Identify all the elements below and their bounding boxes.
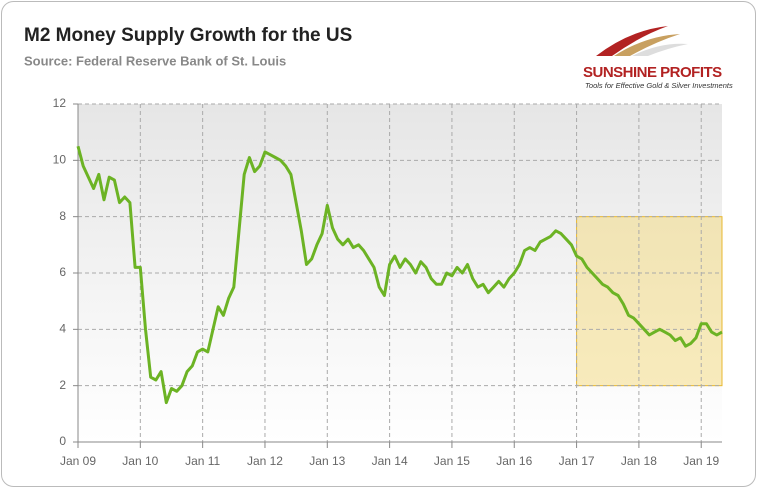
x-tick-label: Jan 18 <box>621 454 657 468</box>
logo-swoosh <box>596 26 688 56</box>
x-tick-label: Jan 10 <box>122 454 158 468</box>
x-tick-label: Jan 14 <box>372 454 408 468</box>
chart-title: M2 Money Supply Growth for the US <box>24 25 352 46</box>
y-tick-label: 2 <box>59 378 66 392</box>
highlight-region <box>576 216 723 387</box>
logo-name: SUNSHINE PROFITS <box>583 64 722 81</box>
x-tick-label: Jan 13 <box>309 454 345 468</box>
y-tick-label: 10 <box>53 153 67 167</box>
y-tick-label: 4 <box>59 322 66 336</box>
y-tick-label: 6 <box>59 265 66 279</box>
x-tick-label: Jan 16 <box>496 454 532 468</box>
y-tick-label: 8 <box>59 209 66 223</box>
logo-tagline: Tools for Effective Gold & Silver Invest… <box>585 81 733 90</box>
x-tick-label: Jan 17 <box>559 454 595 468</box>
data-line <box>76 145 723 405</box>
x-tick-label: Jan 19 <box>683 454 719 468</box>
x-tick-label: Jan 12 <box>247 454 283 468</box>
chart-subtitle: Source: Federal Reserve Bank of St. Loui… <box>24 53 286 68</box>
y-tick-label: 0 <box>59 434 66 448</box>
x-tick-label: Jan 15 <box>434 454 470 468</box>
x-tick-label: Jan 11 <box>185 454 220 468</box>
y-tick-label: 12 <box>53 96 67 110</box>
x-tick-label: Jan 09 <box>60 454 96 468</box>
